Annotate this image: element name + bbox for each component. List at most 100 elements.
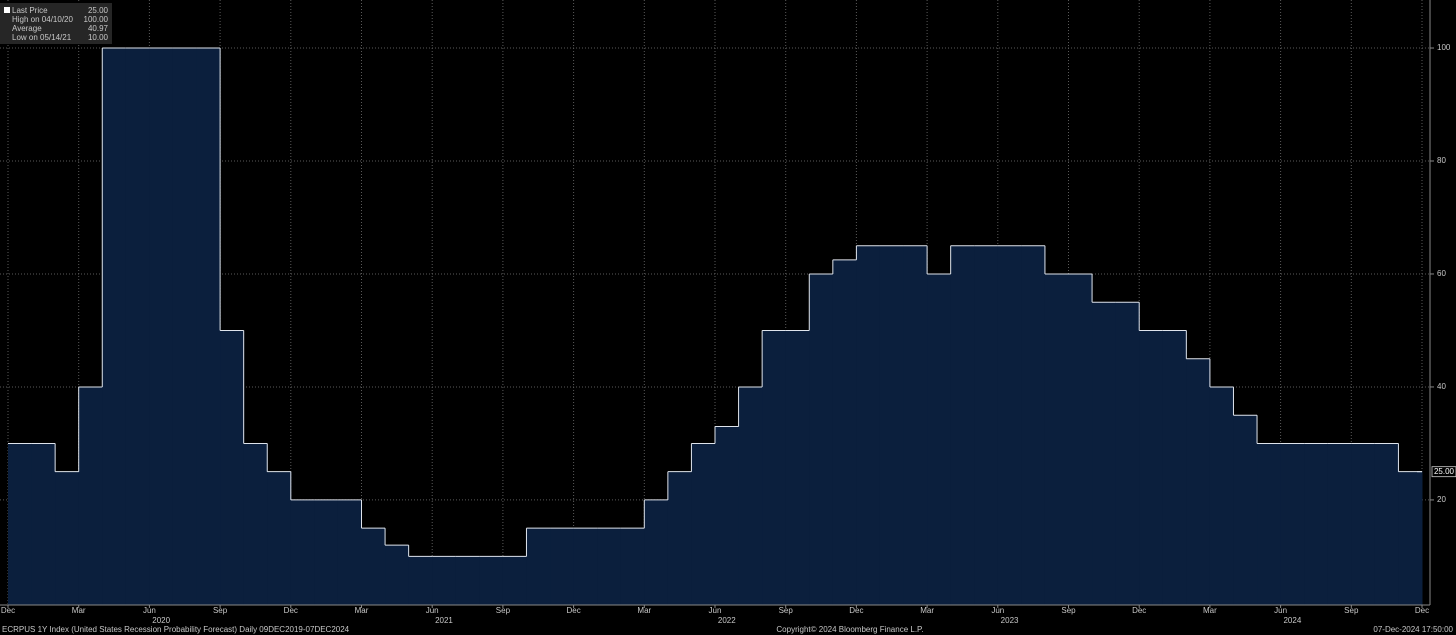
x-year-label: 2021 <box>435 616 453 625</box>
area-segment <box>408 556 433 605</box>
x-tick-label: Jun <box>709 606 722 615</box>
area-segment <box>950 245 975 606</box>
area-segment <box>78 386 103 605</box>
area-segment <box>573 528 598 605</box>
legend-label: Last Price <box>12 6 48 15</box>
area-segment <box>290 499 315 605</box>
legend-value: 25.00 <box>88 6 109 15</box>
x-tick-label: Sep <box>1061 606 1076 615</box>
x-tick-label: Jun <box>991 606 1004 615</box>
legend-box <box>0 3 112 44</box>
area-segment <box>715 426 740 605</box>
y-tick-label: 100 <box>1437 43 1451 52</box>
x-tick-label: Dec <box>1132 606 1146 615</box>
y-tick-label: 40 <box>1437 382 1446 391</box>
area-segment <box>644 499 669 605</box>
legend-label: Average <box>12 24 42 33</box>
x-year-label: 2023 <box>1001 616 1019 625</box>
area-segment <box>172 48 198 606</box>
area-segment <box>1304 443 1329 605</box>
x-tick-label: Dec <box>284 606 298 615</box>
x-tick-label: Dec <box>566 606 580 615</box>
area-segment <box>1068 273 1093 605</box>
area-segment <box>337 499 362 605</box>
area-segment <box>1209 386 1234 605</box>
x-tick-label: Mar <box>355 606 369 615</box>
area-segment <box>1139 330 1164 605</box>
area-segment <box>243 443 268 605</box>
area-segment <box>502 556 527 605</box>
area-segment <box>1162 330 1187 605</box>
area-segment <box>997 245 1022 606</box>
legend-swatch <box>4 7 10 13</box>
area-segment <box>314 499 339 605</box>
x-year-label: 2020 <box>152 616 170 625</box>
area-segment <box>738 386 763 605</box>
area-segment <box>785 330 810 605</box>
area-segment <box>1422 471 1423 605</box>
area-segment <box>1280 443 1305 605</box>
area-segment <box>1327 443 1352 605</box>
area-segment <box>1233 415 1258 605</box>
area-segment <box>1021 245 1046 606</box>
area-segment <box>102 48 127 606</box>
legend-value: 10.00 <box>88 33 109 42</box>
legend-value: 100.00 <box>84 15 109 24</box>
area-segment <box>1398 471 1423 605</box>
area-segment <box>267 471 292 605</box>
x-tick-label: Sep <box>1344 606 1359 615</box>
area-segment <box>385 545 410 605</box>
x-tick-label: Mar <box>920 606 934 615</box>
area-segment <box>1374 443 1399 605</box>
footer-left: ECRPUS 1Y Index (United States Recession… <box>2 625 350 634</box>
x-tick-label: Dec <box>1 606 15 615</box>
x-tick-label: Jun <box>143 606 156 615</box>
legend-label: Low on 05/14/21 <box>12 33 72 42</box>
area-segment <box>361 528 386 605</box>
area-segment <box>974 245 999 606</box>
x-tick-label: Mar <box>637 606 651 615</box>
area-segment <box>550 528 575 605</box>
legend-label: High on 04/10/20 <box>12 15 73 24</box>
area-segment <box>1115 302 1140 605</box>
area-segment <box>220 330 245 605</box>
plot-area <box>0 0 1430 606</box>
area-segment <box>667 471 692 605</box>
x-year-label: 2022 <box>718 616 736 625</box>
area-segment <box>903 245 928 606</box>
area-segment <box>1044 273 1069 605</box>
x-tick-label: Jun <box>426 606 439 615</box>
x-tick-label: Sep <box>213 606 228 615</box>
area-segment <box>879 245 905 606</box>
area-segment <box>55 471 80 605</box>
x-tick-label: Dec <box>1415 606 1429 615</box>
x-year-label: 2024 <box>1283 616 1301 625</box>
x-tick-label: Sep <box>779 606 794 615</box>
last-price-label: 25.00 <box>1434 467 1455 476</box>
area-segment <box>832 259 857 605</box>
area-segment <box>1257 443 1282 605</box>
x-tick-label: Sep <box>496 606 511 615</box>
footer-right: 07-Dec-2024 17:50:00 <box>1373 625 1453 634</box>
x-tick-label: Jun <box>1274 606 1287 615</box>
area-segment <box>8 443 33 605</box>
legend-value: 40.97 <box>88 24 109 33</box>
area-segment <box>432 556 457 605</box>
x-tick-label: Dec <box>849 606 863 615</box>
y-tick-label: 20 <box>1437 495 1446 504</box>
footer-center: Copyright© 2024 Bloomberg Finance L.P. <box>776 625 923 634</box>
area-segment <box>597 528 622 605</box>
area-segment <box>620 528 645 605</box>
area-segment <box>1092 302 1117 605</box>
area-segment <box>149 48 174 606</box>
area-segment <box>31 443 56 605</box>
area-segment <box>1186 358 1211 605</box>
x-tick-label: Mar <box>72 606 86 615</box>
area-segment <box>927 273 952 605</box>
y-tick-label: 60 <box>1437 269 1446 278</box>
area-segment <box>196 48 221 606</box>
area-segment <box>455 556 480 605</box>
area-segment <box>125 48 150 606</box>
